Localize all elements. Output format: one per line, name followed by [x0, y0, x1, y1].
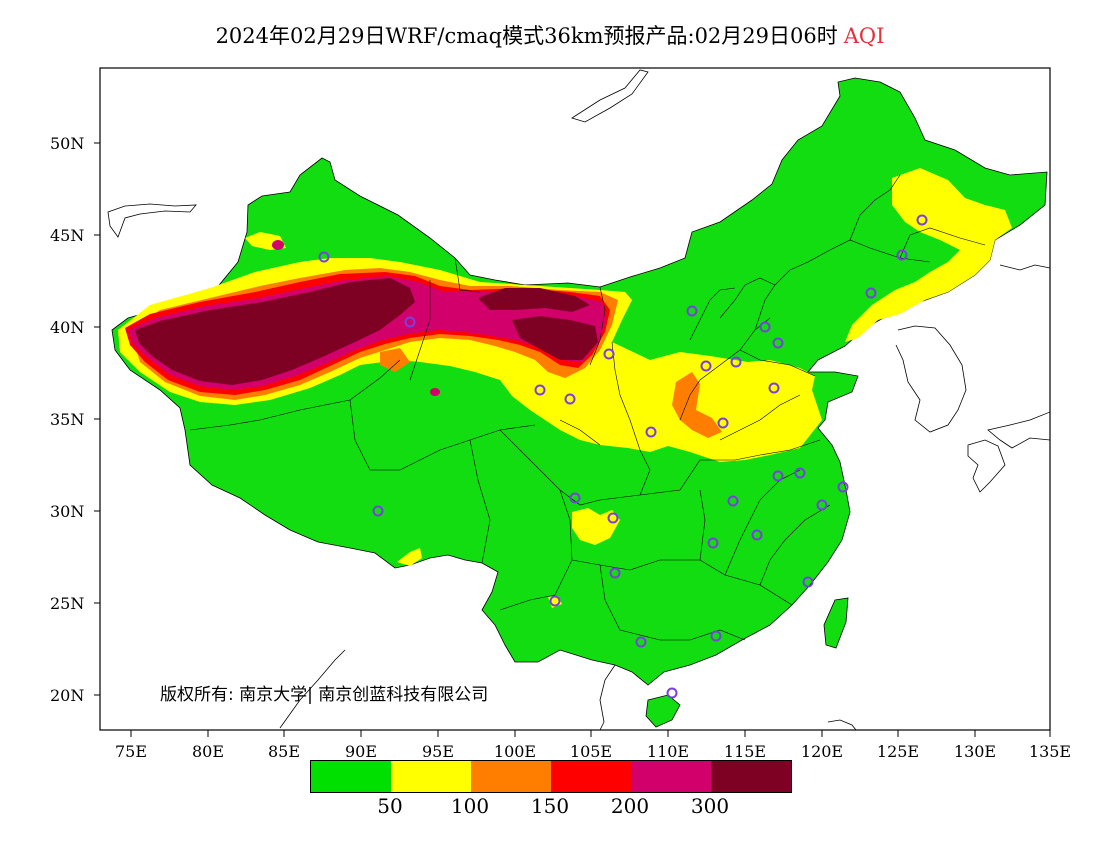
lon-label: 110E [646, 742, 690, 761]
lon-label: 105E [569, 742, 613, 761]
japan-honshu [987, 411, 1050, 449]
legend-label: 200 [610, 794, 650, 818]
station-marker [751, 529, 763, 541]
legend-swatch-usg [471, 761, 551, 792]
aqi-hazardous-gobi-south [512, 316, 598, 360]
aqi-hazardous-tarim [135, 278, 415, 385]
copyright-text: 版权所有: 南京大学| 南京创蓝科技有限公司 [160, 685, 489, 705]
station-marker [609, 567, 621, 579]
legend-swatch-good [311, 761, 391, 792]
japan-north [999, 264, 1050, 271]
station-marker [768, 382, 780, 394]
lon-label: 120E [800, 742, 844, 761]
station-marker [607, 512, 619, 524]
station-marker [645, 426, 657, 438]
lon-label: 135E [1028, 742, 1072, 761]
station-marker [686, 305, 698, 317]
station-marker [794, 467, 806, 479]
station-marker [816, 499, 828, 511]
map-title: 2024年02月29日WRF/cmaq模式36km预报产品:02月29日06时 A… [0, 20, 1100, 50]
balkhash-lake [107, 203, 197, 238]
lat-label: 35N [50, 410, 85, 429]
legend-swatch-very-unhealthy [631, 761, 711, 792]
lon-label: 115E [723, 742, 767, 761]
station-marker [404, 316, 416, 328]
japan-kyushu [967, 439, 1006, 493]
lat-label: 45N [50, 226, 85, 245]
lon-label: 75E [114, 742, 148, 761]
legend-label: 150 [530, 794, 570, 818]
station-marker [534, 384, 546, 396]
station-marker [896, 249, 908, 261]
neighbour-coastlines [107, 69, 1050, 730]
legend-label: 50 [377, 794, 403, 818]
station-marker [772, 470, 784, 482]
aqi-hotspot-tibet [430, 388, 440, 396]
aqi-usg-central [672, 372, 722, 438]
title-text: 2024年02月29日WRF/cmaq模式36km预报产品:02月29日06时 [215, 24, 838, 48]
lat-label: 30N [50, 502, 85, 521]
station-marker [372, 505, 384, 517]
axis-ticks [94, 142, 1051, 737]
station-marker [710, 630, 722, 642]
philippines-luzon [827, 719, 857, 730]
station-marker [730, 356, 742, 368]
lat-label: 40N [50, 318, 85, 337]
lon-label: 100E [493, 742, 537, 761]
lon-label: 90E [344, 742, 378, 761]
legend-label: 300 [690, 794, 730, 818]
aqi-hazardous-gobi-north [478, 288, 590, 312]
station-marker [916, 214, 928, 226]
aqi-legend [310, 760, 792, 793]
lon-label: 130E [953, 742, 997, 761]
lat-label: 50N [50, 134, 85, 153]
myanmar-coast [279, 649, 346, 729]
leizhou-vietnam-coast [599, 664, 616, 730]
lat-label: 20N [50, 686, 85, 705]
lake-baikal [571, 69, 649, 123]
station-marker [759, 321, 771, 333]
aqi-usg-west [380, 348, 410, 372]
station-marker [603, 348, 615, 360]
legend-swatch-moderate [391, 761, 471, 792]
lon-label: 80E [191, 742, 225, 761]
map-frame [99, 67, 1051, 731]
aqi-moderate-northeast [845, 168, 1012, 342]
station-marker [772, 337, 784, 349]
station-marker [569, 492, 581, 504]
aqi-hotspot-xinjiang [272, 240, 284, 250]
station-marker [549, 595, 561, 607]
station-marker [635, 636, 647, 648]
korea-peninsula [895, 325, 967, 433]
station-marker [700, 360, 712, 372]
lon-label: 95E [421, 742, 455, 761]
station-marker [707, 537, 719, 549]
legend-swatch-hazardous [711, 761, 791, 792]
taiwan-island [823, 597, 849, 649]
aqi-moderate-tibet-patch [397, 548, 422, 566]
hainan-island [645, 694, 681, 728]
station-marker [837, 481, 849, 493]
lat-label: 25N [50, 594, 85, 613]
station-marker [802, 576, 814, 588]
station-marker [717, 417, 729, 429]
title-variable: AQI [843, 24, 885, 48]
station-marker [564, 393, 576, 405]
province-boundaries [189, 174, 986, 641]
legend-label: 100 [450, 794, 490, 818]
station-markers [318, 214, 928, 699]
lon-label: 125E [876, 742, 920, 761]
legend-swatch-unhealthy [551, 761, 631, 792]
station-marker [865, 287, 877, 299]
station-marker [727, 495, 739, 507]
station-marker [318, 251, 330, 263]
lon-label: 85E [267, 742, 301, 761]
station-marker [666, 687, 678, 699]
